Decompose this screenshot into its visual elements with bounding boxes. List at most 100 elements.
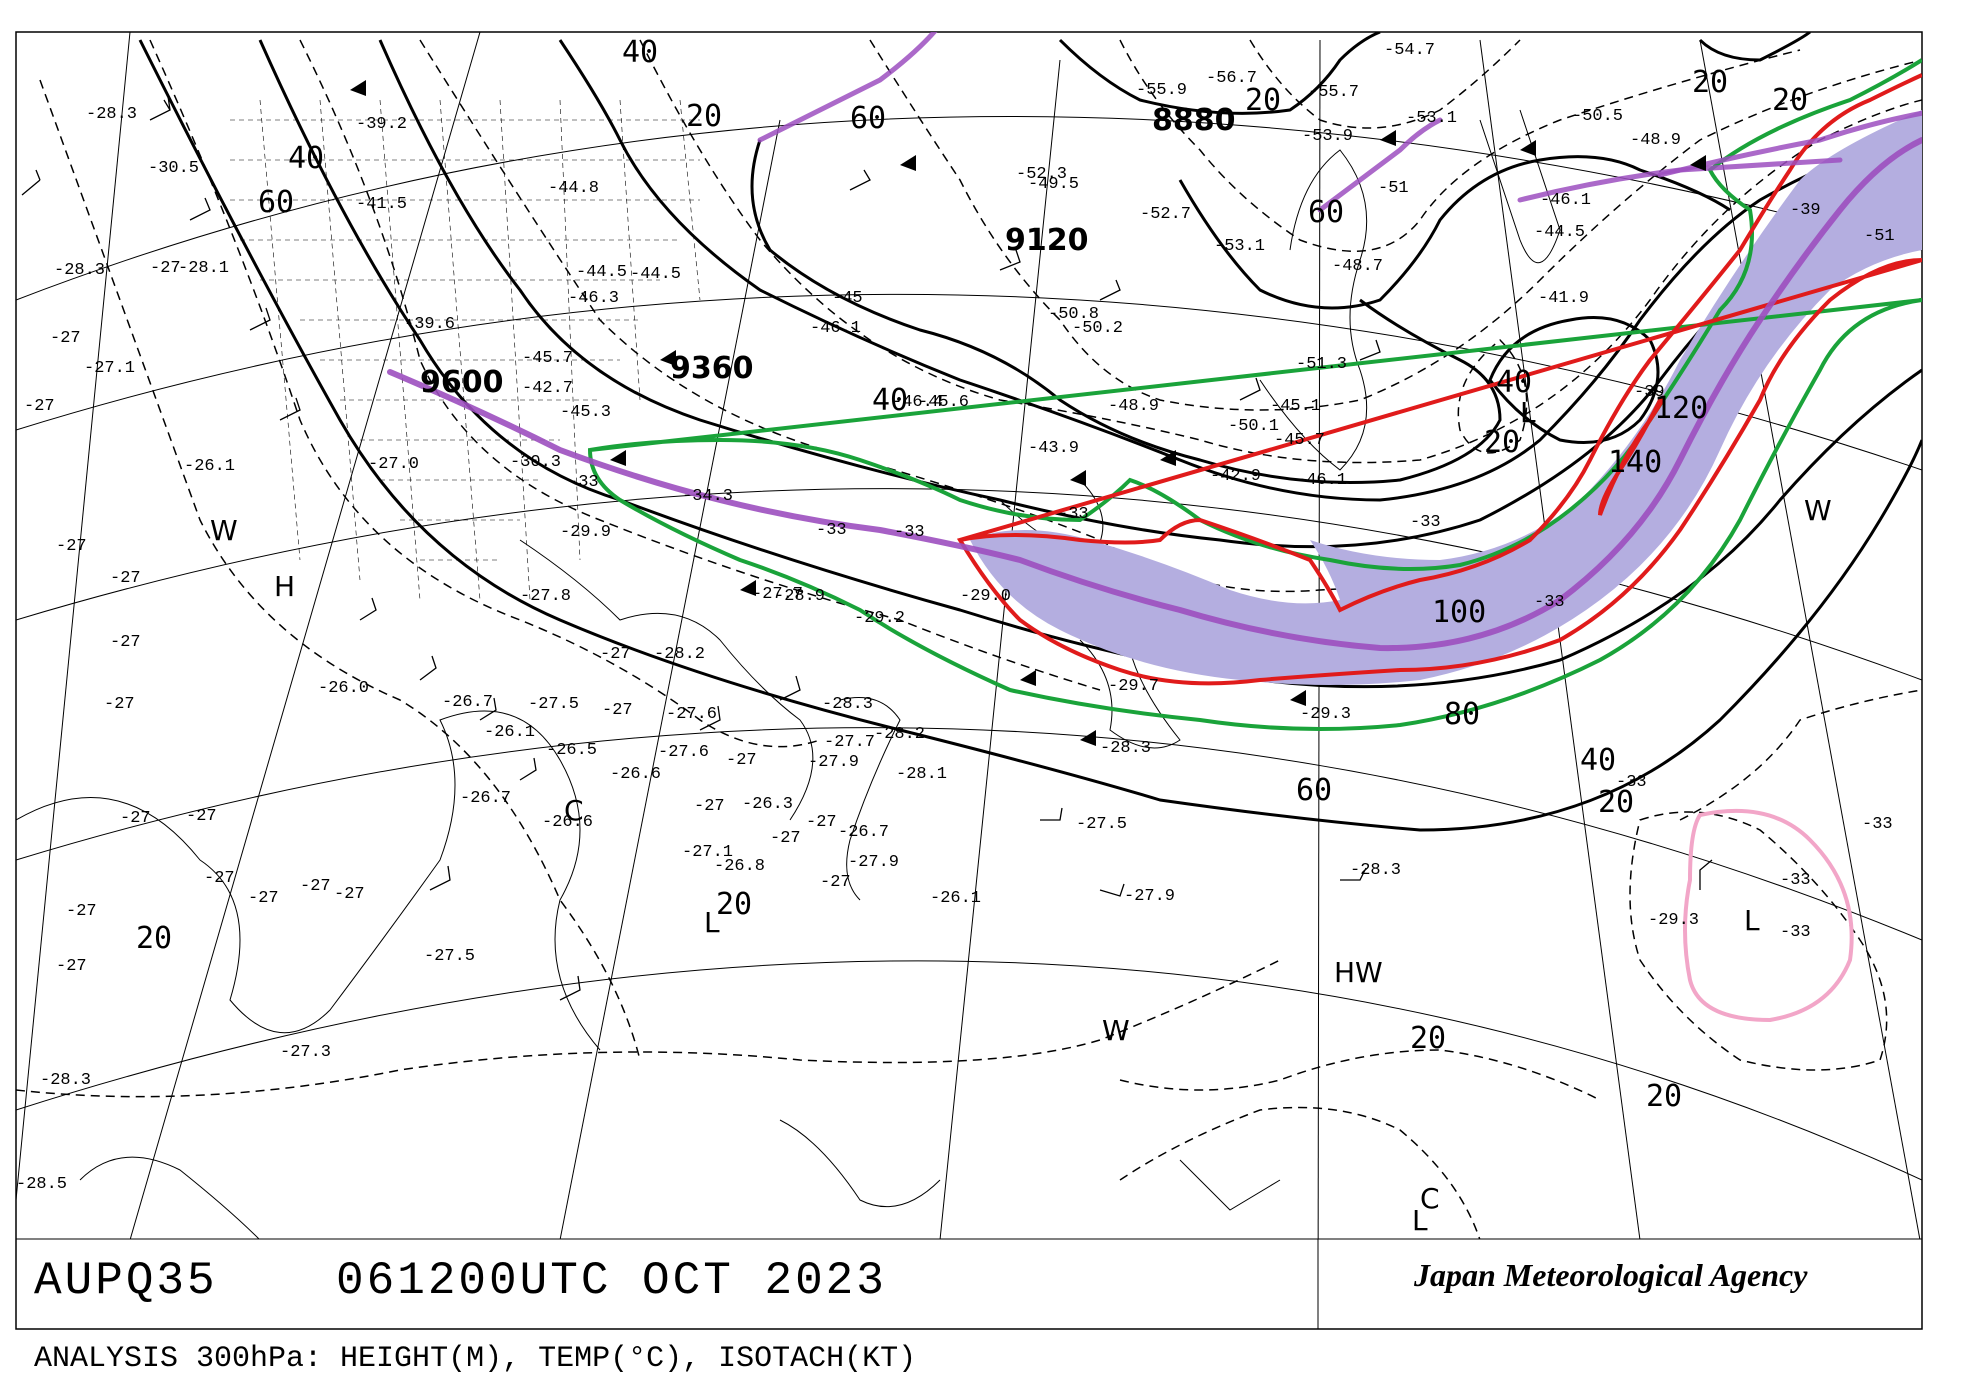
cold-marker: C	[564, 794, 584, 827]
temperature-label: -26.3	[742, 795, 793, 814]
temperature-label: -27	[120, 809, 151, 828]
height-label-9360: 9360	[670, 351, 754, 386]
temperature-label: -45.6	[918, 393, 969, 412]
isotach-label: 40	[872, 383, 908, 418]
temperature-label: -27	[186, 807, 217, 826]
isotach-label: 20	[1410, 1021, 1446, 1056]
temperature-label: -48.9	[1108, 397, 1159, 416]
temperature-label: -42.9	[1210, 467, 1261, 486]
temperature-label: -29.3	[1648, 911, 1699, 930]
temperature-label: -46.3	[568, 289, 619, 308]
chart-id: AUPQ35	[34, 1255, 218, 1307]
warm-marker: W	[1102, 1014, 1130, 1047]
isotach-100-line	[956, 73, 1922, 686]
temperature-label: -39	[1634, 383, 1665, 402]
low-marker: L	[1520, 396, 1536, 429]
terrain-hatch	[230, 99, 701, 601]
low-circle-outline	[1683, 808, 1854, 1023]
temperature-label: -27.7	[752, 585, 803, 604]
warm-marker: W	[210, 514, 238, 547]
temperature-label: -27	[110, 569, 141, 588]
temperature-label: -28.3	[86, 105, 137, 124]
temperature-label: -34.3	[682, 487, 733, 506]
isotach-80-line	[587, 58, 1922, 731]
temperature-label: -45	[832, 289, 863, 308]
isotach-label: 60	[1296, 773, 1332, 808]
temperature-label: -28.2	[874, 725, 925, 744]
map-frame	[15, 31, 1923, 1330]
isotach-label: 20	[136, 921, 172, 956]
temperature-label: -45.7	[1274, 431, 1325, 450]
temperature-label: -29.7	[1108, 677, 1159, 696]
temperature-label: -48.9	[1630, 131, 1681, 150]
temperature-label: -27	[150, 259, 181, 278]
temperature-label: -27.5	[1076, 815, 1127, 834]
temperature-label: -50.1	[1228, 417, 1279, 436]
temperature-label: -53.1	[1406, 109, 1457, 128]
temperature-label: -46.1	[810, 319, 861, 338]
temperature-label: -26.1	[484, 723, 535, 742]
temperature-label: -28.1	[896, 765, 947, 784]
temperature-labels: -28.3-28.3-30.5-28.1-27-27.1-27-26.1-27-…	[16, 41, 1895, 1194]
temperature-label: -27	[602, 701, 633, 720]
temperature-label: -27	[56, 957, 87, 976]
isotach-label: 20	[716, 887, 752, 922]
high-warm-marker: HW	[1334, 956, 1383, 989]
temperature-label: -27	[820, 873, 851, 892]
temperature-label: -27	[110, 633, 141, 652]
temperature-label: -27	[66, 902, 97, 921]
temperature-label: -27.0	[368, 455, 419, 474]
temperature-label: -27	[806, 813, 837, 832]
wind-barbs	[21, 95, 1713, 1001]
isotach-label: 20	[1245, 83, 1281, 118]
temperature-label: -48.7	[1332, 257, 1383, 276]
height-labels: 8880 9120 9360 9600	[420, 103, 1236, 400]
isotach-label: 120	[1654, 391, 1708, 426]
chart-description: ANALYSIS 300hPa: HEIGHT(M), TEMP(°C), IS…	[34, 1342, 916, 1376]
isotach-label: 20	[1646, 1079, 1682, 1114]
isotach-label: 20	[1484, 425, 1520, 460]
temperature-label: -33	[894, 523, 925, 542]
temperature-label: -33	[1058, 505, 1089, 524]
low-marker: L	[1744, 904, 1760, 937]
temperature-label: -50.2	[1072, 319, 1123, 338]
temperature-label: -27.8	[520, 587, 571, 606]
temperature-label: -53.9	[1302, 127, 1353, 146]
temperature-label: -51	[1378, 179, 1409, 198]
temperature-label: -44.5	[630, 265, 681, 284]
isotach-label: 40	[622, 35, 658, 70]
isotach-label: 20	[1692, 65, 1728, 100]
temperature-label: -27.6	[666, 705, 717, 724]
system-markers: H W C L L W HW W L L C	[210, 396, 1832, 1237]
temperature-label: -27.9	[1124, 887, 1175, 906]
temperature-label: -44.8	[548, 179, 599, 198]
temperature-label: -27	[24, 397, 55, 416]
temperature-label: -27.3	[280, 1043, 331, 1062]
temperature-label: -54.7	[1384, 41, 1435, 60]
temperature-label: -27.5	[424, 947, 475, 966]
chart-time: 061200UTC OCT 2023	[336, 1255, 887, 1307]
isotach-label: 80	[1444, 697, 1480, 732]
low-marker: L	[704, 906, 720, 939]
temperature-label: -26.7	[838, 823, 889, 842]
temperature-label: -41.9	[1538, 289, 1589, 308]
temperature-label: -45.1	[1270, 397, 1321, 416]
temperature-label: -33	[816, 521, 847, 540]
height-label-9600: 9600	[420, 365, 504, 400]
warm-marker: W	[1804, 494, 1832, 527]
temperature-label: -42.7	[522, 379, 573, 398]
isotach-label: 40	[288, 141, 324, 176]
temperature-label: -28.3	[54, 261, 105, 280]
temperature-label: -55.9	[1136, 81, 1187, 100]
temperature-label: -30.3	[510, 453, 561, 472]
temperature-label: -26.1	[184, 457, 235, 476]
wind-pennants	[350, 80, 1706, 746]
temperature-label: -26.7	[442, 693, 493, 712]
temperature-label: -27	[600, 645, 631, 664]
temperature-label: -50.8	[1048, 305, 1099, 324]
temperature-label: -27.9	[848, 853, 899, 872]
temperature-label: -26.6	[542, 813, 593, 832]
height-label-8880: 8880	[1152, 103, 1236, 138]
temperature-label: -33	[1410, 513, 1441, 532]
height-contours	[138, 32, 1922, 832]
